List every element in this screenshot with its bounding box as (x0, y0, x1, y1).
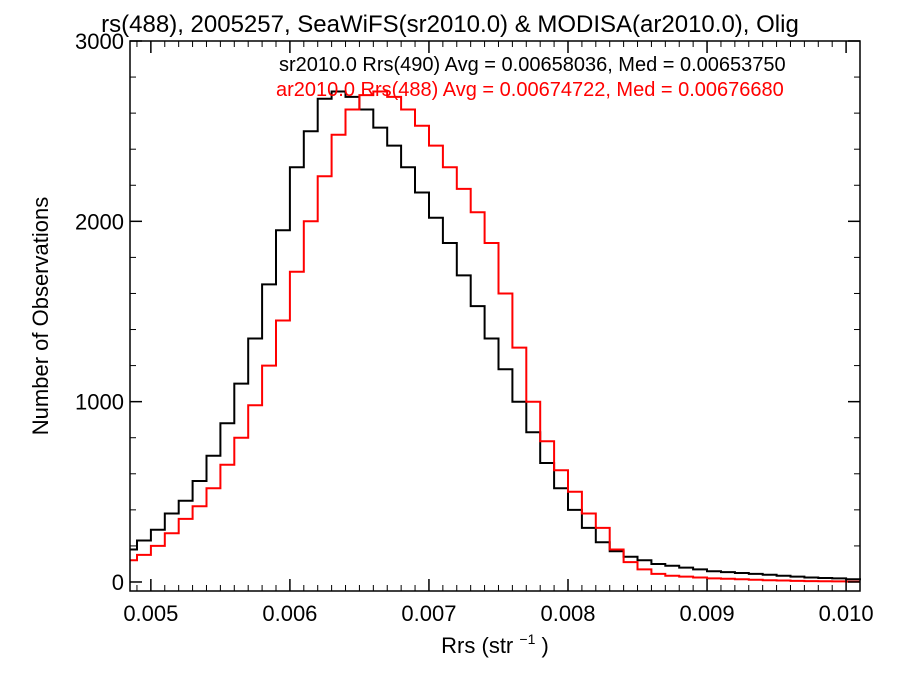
x-axis-title-main: Rrs (str (441, 633, 513, 658)
x-tick-label: 0.009 (680, 601, 735, 626)
x-axis-title-sup: −1 (519, 631, 535, 647)
x-axis-title-close: ) (541, 633, 548, 658)
x-axis-ticks: 0.005 0.006 0.007 0.008 0.009 0.010 (123, 41, 874, 626)
chart-title: rs(488), 2005257, SeaWiFS(sr2010.0) & MO… (101, 11, 799, 38)
y-tick-label: 0 (112, 570, 124, 595)
y-tick-label: 2000 (75, 209, 124, 234)
plot-frame (129, 40, 861, 592)
series-line-1 (130, 90, 860, 583)
legend-entry-seawifs: sr2010.0 Rrs(490) Avg = 0.00658036, Med … (279, 54, 786, 76)
x-tick-label: 0.007 (401, 601, 456, 626)
y-tick-label: 3000 (75, 29, 124, 54)
y-axis-ticks: 0 1000 2000 3000 (75, 29, 860, 595)
x-axis-title: Rrs (str −1 ) (441, 624, 549, 658)
x-tick-label: 0.010 (819, 601, 874, 626)
plot-area (130, 90, 861, 583)
x-tick-label: 0.005 (123, 601, 178, 626)
x-tick-label: 0.008 (540, 601, 595, 626)
series-line-0 (130, 90, 861, 581)
x-tick-label: 0.006 (262, 601, 317, 626)
y-axis-title: Number of Observations (28, 197, 53, 435)
legend-entry-modisa: ar2010.0 Rrs(488) Avg = 0.00674722, Med … (276, 79, 784, 101)
y-tick-label: 1000 (75, 390, 124, 415)
